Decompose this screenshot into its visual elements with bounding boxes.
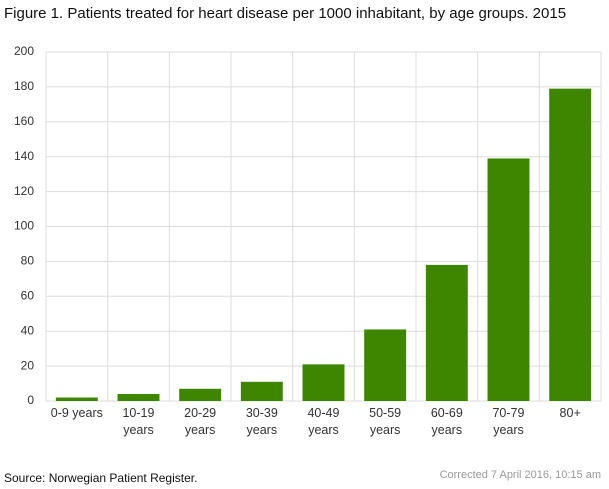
chart-title: Figure 1. Patients treated for heart dis… — [4, 5, 567, 22]
x-tick-label: 50-59 years — [369, 406, 402, 437]
bar — [549, 88, 592, 402]
y-tick-label: 140 — [14, 149, 34, 163]
x-tick-label: 80+ — [559, 406, 581, 420]
bar — [425, 264, 468, 401]
x-tick-label: 10-19 years — [122, 406, 155, 437]
x-tick-label: 30-39 years — [245, 406, 278, 437]
y-tick-label: 60 — [21, 288, 35, 302]
bar — [117, 394, 160, 401]
bar — [240, 381, 283, 401]
y-tick-label: 80 — [21, 254, 35, 268]
bar — [364, 329, 407, 401]
y-tick-label: 120 — [14, 184, 34, 198]
bar — [487, 158, 530, 401]
bar — [302, 364, 345, 401]
y-tick-label: 40 — [21, 323, 35, 337]
y-tick-label: 100 — [14, 219, 34, 233]
y-tick-label: 200 — [14, 44, 34, 58]
x-tick-label: 40-49 years — [307, 406, 340, 437]
x-tick-label: 20-29 years — [184, 406, 217, 437]
bar — [55, 397, 98, 401]
y-tick-label: 0 — [27, 393, 34, 407]
x-tick-label: 0-9 years — [50, 406, 103, 420]
source: Source: Norwegian Patient Register. — [4, 471, 198, 485]
bar — [179, 388, 222, 401]
y-tick-label: 180 — [14, 79, 34, 93]
note: Corrected 7 April 2016, 10:15 am — [439, 469, 601, 481]
x-tick-label: 70-79 years — [492, 406, 525, 437]
x-tick-label: 60-69 years — [430, 406, 463, 437]
y-tick-label: 160 — [14, 114, 34, 128]
y-tick-label: 20 — [21, 358, 35, 372]
